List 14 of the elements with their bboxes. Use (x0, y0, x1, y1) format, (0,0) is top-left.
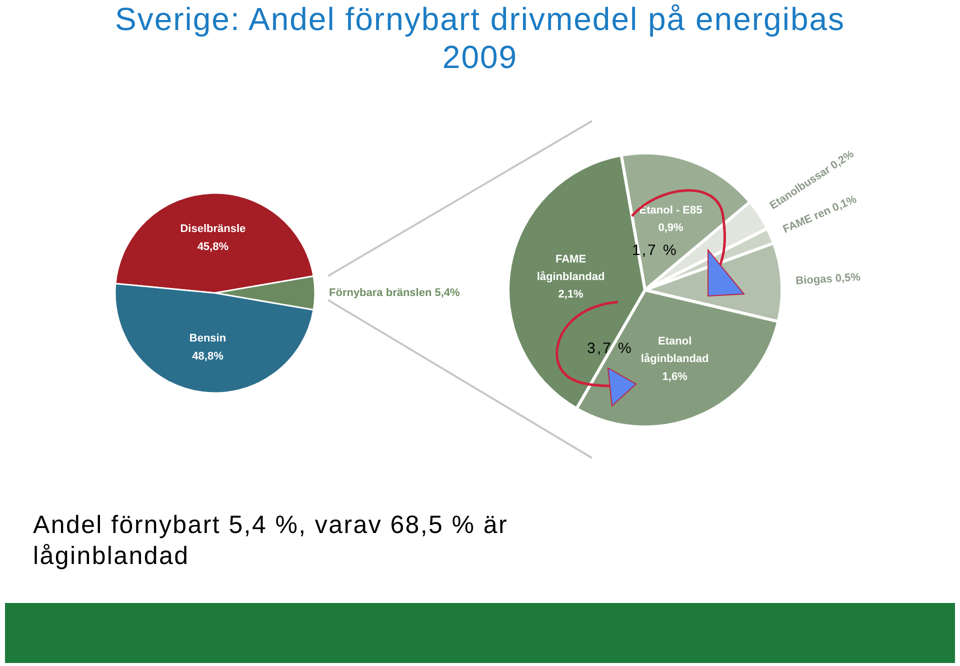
slice-label: FAME låginblandad (536, 253, 605, 283)
slice-label: Bensin (189, 332, 226, 345)
data-label: 2,1% (558, 288, 584, 301)
text: 3,7 % (587, 340, 633, 357)
data-label: 1,6% (662, 370, 688, 383)
data-label: 0,9% (658, 222, 684, 234)
data-label: 48,8% (192, 350, 224, 362)
text: Andel förnybart 5,4 %, varav 68,5 % är låginblandad (33, 510, 509, 572)
chart-title: Sverige: Andel förnybart drivmedel på energibas 2009 (114, 0, 846, 76)
slice-label: Diselbränsle (180, 223, 246, 236)
slice-label: Etanol låginblandad (640, 336, 709, 366)
slice-label: Förnybara bränslen 5,4% (329, 287, 460, 299)
slice-label: Biogas 0,5% (795, 271, 862, 288)
data-label: 45,8% (197, 240, 229, 253)
